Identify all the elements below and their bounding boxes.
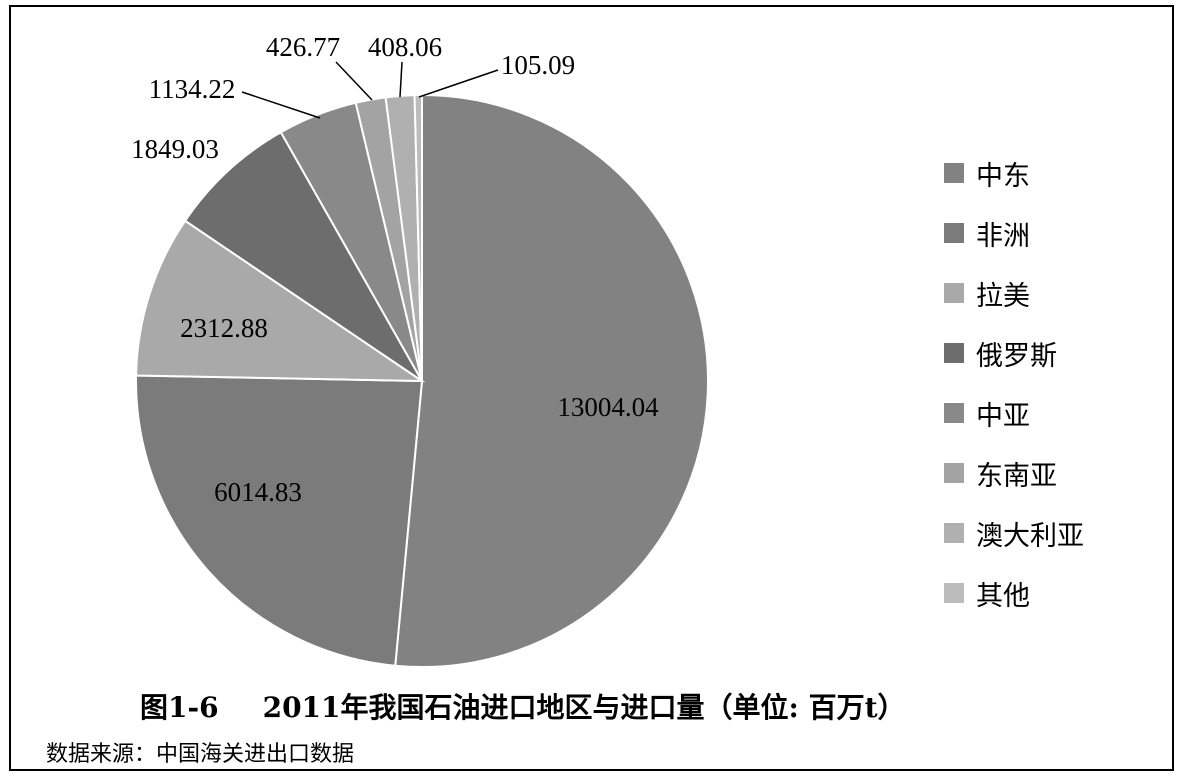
legend-swatch (944, 223, 964, 243)
data-label-3: 2312.88 (180, 313, 268, 343)
legend-swatch (944, 523, 964, 543)
pie-slice-2 (135, 374, 424, 667)
data-source-note: 数据来源：中国海关进出口数据 (46, 742, 355, 767)
figure-title: 2011年我国石油进口地区与进口量（单位: 百万t） (262, 691, 906, 724)
leader-line-7 (399, 61, 403, 98)
pie-slice-8 (413, 93, 423, 382)
legend-item-5: 中亚 (944, 398, 1030, 432)
legend-label: 中亚 (976, 400, 1030, 432)
legend-item-6: 东南亚 (944, 458, 1057, 492)
legend-label: 澳大利亚 (976, 520, 1084, 552)
figure-frame (9, 5, 1174, 771)
legend-label: 其他 (976, 580, 1030, 612)
legend-swatch (944, 283, 964, 303)
legend-item-4: 俄罗斯 (944, 338, 1057, 372)
legend-label: 俄罗斯 (976, 340, 1057, 372)
leader-line-6 (335, 61, 373, 101)
data-label-6: 426.77 (266, 32, 340, 62)
figure-caption: 图1-6 2011年我国石油进口地区与进口量（单位: 百万t） (140, 686, 1020, 726)
legend-swatch (944, 583, 964, 603)
legend-label: 中东 (976, 160, 1030, 192)
pie-chart: 13004.04 6014.83 2312.88 1849.03 1134.22 426.… (131, 32, 709, 668)
legend-swatch (944, 343, 964, 363)
data-label-4: 1849.03 (131, 134, 219, 164)
pie-slice-4 (183, 130, 423, 382)
legend-label: 拉美 (976, 280, 1030, 312)
legend-label: 非洲 (976, 220, 1030, 252)
leader-line-5 (241, 91, 321, 119)
legend-swatch (944, 403, 964, 423)
data-label-5: 1134.22 (149, 74, 236, 104)
data-label-2: 6014.83 (214, 477, 302, 507)
legend-item-1: 中东 (944, 158, 1030, 192)
legend-swatch (944, 463, 964, 483)
data-label-7: 408.06 (368, 32, 442, 62)
legend-item-8: 其他 (944, 578, 1030, 612)
pie-slice-3 (135, 219, 426, 383)
legend-item-7: 澳大利亚 (944, 518, 1084, 552)
leader-line-8 (418, 69, 499, 98)
pie-slice-1 (394, 93, 709, 668)
legend-item-2: 非洲 (944, 218, 1030, 252)
data-label-1: 13004.04 (557, 392, 659, 422)
legend-swatch (944, 163, 964, 183)
legend-label: 东南亚 (976, 460, 1057, 492)
data-label-8: 105.09 (501, 50, 575, 80)
figure-number: 图1-6 (140, 691, 219, 724)
legend-item-3: 拉美 (944, 278, 1030, 312)
